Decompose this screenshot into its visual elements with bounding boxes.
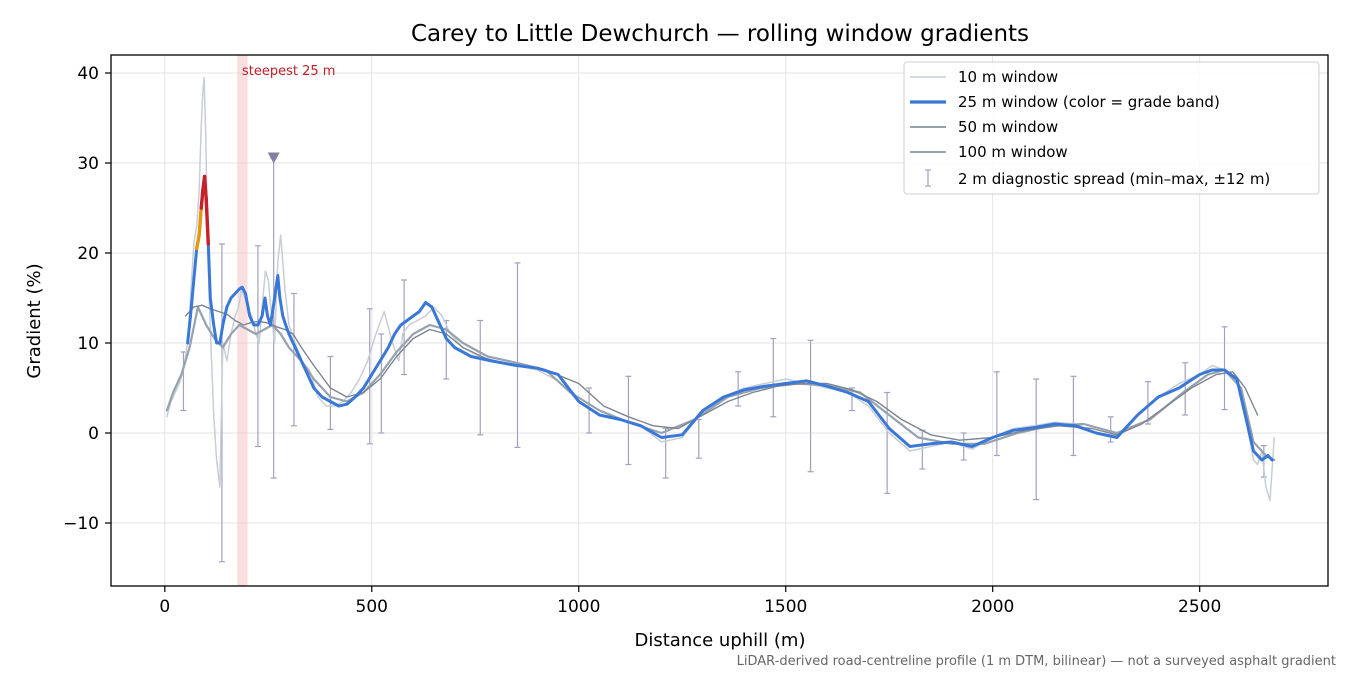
diagnostic-spread-bar: [770, 337, 777, 418]
diagnostic-spread-bar: [401, 279, 408, 376]
grade-band-segment: [197, 206, 203, 237]
legend-swatch-spread: [925, 169, 931, 187]
legend-label-50m: 50 m window: [958, 118, 1058, 136]
diagnostic-spread-bar: [180, 351, 187, 412]
diagnostic-spread-bar: [807, 339, 814, 473]
x-tick-label: 1500: [764, 597, 807, 617]
plot-frame: [110, 54, 1329, 587]
legend-label-spread: 2 m diagnostic spread (min–max, ±12 m): [958, 170, 1270, 188]
diagnostic-spread-bar: [1182, 362, 1189, 416]
diagnostic-spread-bar: [1221, 326, 1228, 411]
series-25m-line: [186, 175, 1274, 462]
legend-label-100m: 100 m window: [958, 143, 1068, 161]
diagnostic-spread-layer: [180, 157, 1267, 563]
diagnostic-spread-bar: [290, 292, 297, 427]
y-tick-label: 0: [88, 424, 99, 444]
x-tick-label: 0: [159, 597, 170, 617]
legend-box: [903, 61, 1320, 195]
y-tick-label: 20: [77, 244, 99, 264]
y-axis-label: Gradient (%): [24, 263, 45, 378]
chart-title: Carey to Little Dewchurch — rolling wind…: [411, 21, 1029, 47]
y-tick-label: 30: [77, 154, 99, 174]
grade-band-segment: [202, 174, 208, 201]
legend: 10 m window 25 m window (color = grade b…: [903, 61, 1320, 195]
x-tick-label: 500: [356, 597, 388, 617]
grade-band-segment: [204, 197, 210, 246]
max-marker: [267, 152, 280, 164]
x-tick-label: 1000: [557, 597, 600, 617]
steepest-band: [237, 55, 248, 586]
marker-layer: [267, 152, 280, 164]
series-100m-line: [184, 304, 1259, 441]
legend-label-25m: 25 m window (color = grade band): [958, 93, 1220, 111]
diagnostic-spread-bar: [1033, 378, 1040, 501]
series-layer: [165, 76, 1276, 502]
grade-band-segment: [194, 233, 201, 251]
y-tick-label: 40: [77, 64, 99, 84]
diagnostic-spread-bar: [586, 387, 593, 434]
diagnostic-spread-bar: [1107, 416, 1114, 443]
legend-label-10m: 10 m window: [958, 68, 1058, 86]
diagnostic-spread-bar: [254, 245, 261, 448]
y-tick-label: −10: [63, 514, 99, 534]
diagnostic-spread-bar: [477, 319, 484, 436]
diagnostic-spread-bar: [735, 371, 742, 407]
x-tick-label: 2000: [971, 597, 1014, 617]
steepest-band-layer: [237, 55, 248, 586]
diagnostic-spread-bar: [625, 375, 632, 466]
diagnostic-spread-bar: [378, 333, 385, 434]
steepest-band-label: steepest 25 m: [242, 64, 335, 79]
diagnostic-spread-bar: [1070, 375, 1077, 457]
diagnostic-spread-bar: [1144, 381, 1151, 425]
series-50m-line: [165, 305, 1276, 462]
diagnostic-spread-bar: [327, 355, 334, 430]
axis-ticks: 0 500 1000 1500 2000 2500 −10 0 10 20 30 40: [63, 64, 1221, 617]
grade-band-segment: [199, 188, 205, 210]
diagnostic-spread-bar: [993, 371, 1000, 457]
y-tick-label: 10: [77, 334, 99, 354]
x-axis-label: Distance uphill (m): [635, 630, 806, 651]
x-tick-label: 2500: [1178, 597, 1221, 617]
footnote: LiDAR-derived road-centreline profile (1…: [737, 654, 1336, 669]
diagnostic-spread-bar: [514, 262, 521, 448]
